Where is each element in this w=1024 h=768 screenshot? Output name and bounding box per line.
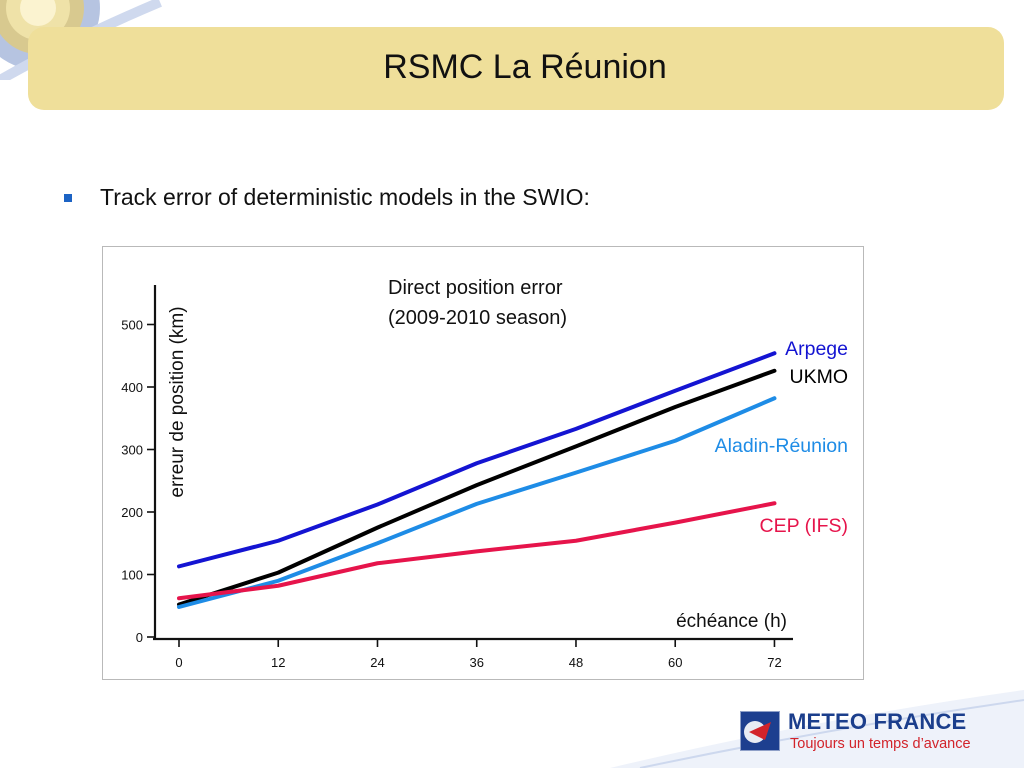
- y-tick-label: 0: [136, 630, 143, 645]
- chart-title: Direct position error (2009-2010 season): [388, 273, 648, 333]
- chart-title-line-1: Direct position error: [388, 277, 563, 299]
- title-band: [28, 27, 1004, 110]
- slide-title: RSMC La Réunion: [383, 48, 667, 86]
- series-label-cep-ifs: CEP (IFS): [760, 515, 848, 537]
- series-label-aladin-r-union: Aladin-Réunion: [715, 435, 848, 457]
- meteo-france-logo: METEO FRANCE Toujours un temps d’avance: [738, 703, 1000, 758]
- series-line-aladin-r-union: [177, 396, 777, 609]
- x-tick-label: 36: [469, 655, 483, 670]
- x-tick-label: 48: [569, 655, 583, 670]
- bullet-square-icon: [64, 193, 72, 202]
- series-label-arpege: Arpege: [785, 338, 848, 360]
- track-error-chart: 0 100 200 300 400 500 0 12 24 36 48 60 72 erreur de p…: [121, 285, 849, 670]
- logo-name: METEO FRANCE: [788, 709, 967, 734]
- y-tick-label: 300: [121, 443, 143, 458]
- y-axis-label: erreur de position (km): [167, 306, 188, 497]
- footer-wave-decoration: [610, 690, 1024, 768]
- y-tick-label: 500: [121, 318, 143, 333]
- logo-badge-icon: [740, 711, 780, 751]
- chart-title-line-2: (2009-2010 season): [388, 307, 568, 329]
- series-label-ukmo: UKMO: [790, 366, 849, 388]
- x-tick-label: 0: [175, 655, 182, 670]
- series-line-arpege: [177, 351, 777, 569]
- y-tick-label: 400: [121, 380, 143, 395]
- y-tick-label: 100: [121, 568, 143, 583]
- series-line-cep-ifs: [177, 501, 777, 601]
- bullet-text: Track error of deterministic models in t…: [100, 184, 590, 210]
- x-tick-label: 24: [370, 655, 384, 670]
- y-tick-label: 200: [121, 505, 143, 520]
- chart-frame: 0 100 200 300 400 500 0 12 24 36 48 60 72 erreur de p…: [102, 246, 864, 680]
- bullet-item: Track error of deterministic models in t…: [64, 184, 590, 211]
- series-line-ukmo: [177, 368, 777, 607]
- x-tick-label: 72: [767, 655, 781, 670]
- x-tick-label: 12: [271, 655, 285, 670]
- x-tick-label: 60: [668, 655, 682, 670]
- logo-tagline: Toujours un temps d’avance: [790, 736, 971, 752]
- x-axis-label: échéance (h): [676, 611, 787, 632]
